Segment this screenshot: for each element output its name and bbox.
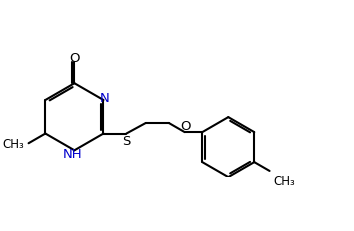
Text: O: O	[69, 52, 80, 65]
Text: S: S	[122, 134, 131, 147]
Text: CH₃: CH₃	[2, 137, 24, 150]
Text: O: O	[180, 120, 190, 133]
Text: CH₃: CH₃	[274, 175, 296, 188]
Text: N: N	[100, 92, 110, 105]
Text: NH: NH	[63, 148, 83, 161]
